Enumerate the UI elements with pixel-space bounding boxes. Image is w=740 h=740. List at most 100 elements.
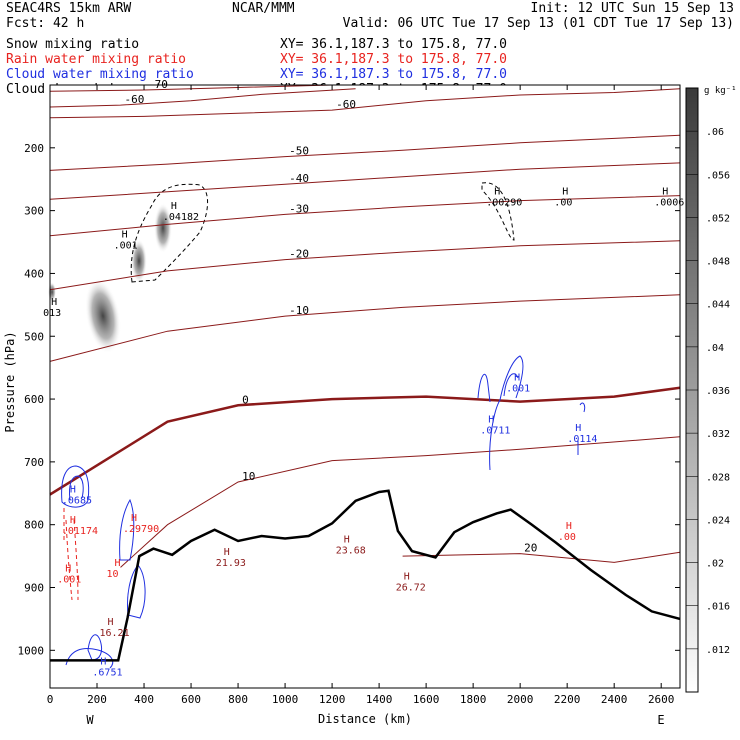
y-tick-label: 600 bbox=[24, 393, 44, 406]
max-value-label: .0114 bbox=[567, 434, 597, 445]
x-tick-label: 1200 bbox=[319, 693, 346, 706]
colorbar-tick-label: .016 bbox=[706, 602, 730, 613]
max-value-label: .001 bbox=[506, 384, 530, 395]
west-label: W bbox=[86, 713, 94, 727]
max-marker-h: H bbox=[562, 187, 568, 198]
y-axis-label: Pressure (hPa) bbox=[3, 331, 17, 432]
cloud-ice-contours bbox=[130, 182, 515, 283]
x-tick-label: 400 bbox=[134, 693, 154, 706]
x-tick-label: 1800 bbox=[460, 693, 487, 706]
x-axis: 0 200 400 600 800 1000 1200 1400 1600 1800 2000 220… bbox=[47, 85, 674, 706]
max-value-label: .00 bbox=[558, 532, 576, 543]
isotherm-line bbox=[49, 134, 681, 171]
max-marker-h: H bbox=[108, 617, 114, 628]
colorbar-tick-label: .052 bbox=[706, 213, 730, 224]
x-tick-label: 1400 bbox=[366, 693, 393, 706]
colorbar-tick-label: .04 bbox=[706, 343, 724, 354]
max-marker-h: H bbox=[494, 187, 500, 198]
isotherm-label: 10 bbox=[242, 470, 255, 483]
max-value-label: .6751 bbox=[92, 667, 122, 678]
isotherm-line bbox=[49, 294, 681, 362]
isotherm-label: 0 bbox=[242, 393, 249, 406]
max-marker-h: H bbox=[514, 373, 520, 384]
max-value-label: 21.93 bbox=[216, 558, 246, 569]
max-marker-h: H bbox=[404, 572, 410, 583]
colorbar-tick-label: .044 bbox=[706, 300, 730, 311]
colorbar-unit: g kg⁻¹ bbox=[704, 86, 737, 96]
isotherm-label: -40 bbox=[289, 172, 309, 185]
snow-max-lower bbox=[85, 278, 121, 354]
x-tick-label: 1000 bbox=[272, 693, 299, 706]
x-tick-label: 2000 bbox=[507, 693, 534, 706]
x-tick-label: 0 bbox=[47, 693, 54, 706]
init-time: Init: 12 UTC Sun 15 Sep 13 bbox=[531, 1, 735, 16]
isotherm-label: -50 bbox=[289, 145, 309, 158]
max-value-label: .0685 bbox=[62, 495, 92, 506]
snow-max-mid bbox=[131, 239, 147, 283]
max-marker-h: H bbox=[566, 521, 572, 532]
isotherm-label: -60 bbox=[336, 98, 356, 111]
y-tick-label: 500 bbox=[24, 330, 44, 343]
colorbar-tick-label: .024 bbox=[706, 515, 730, 526]
y-tick-label: 1000 bbox=[18, 644, 45, 657]
max-value-label: .001 bbox=[114, 240, 138, 251]
max-value-label: 013 bbox=[43, 308, 61, 319]
isotherm-label: 20 bbox=[524, 542, 537, 555]
center-title: NCAR/MMM bbox=[232, 1, 295, 16]
isotherm-label: -60 bbox=[125, 93, 145, 106]
x-axis-label: Distance (km) bbox=[318, 712, 412, 726]
field-name: Cloud water mixing ratio bbox=[6, 67, 194, 82]
isotherm-line bbox=[49, 88, 356, 108]
isotherm-line bbox=[120, 436, 681, 568]
isotherm-line bbox=[402, 551, 681, 563]
model-title: SEAC4RS 15km ARW bbox=[6, 1, 131, 16]
field-xy: XY= 36.1,187.3 to 175.8, 77.0 bbox=[280, 52, 507, 67]
max-value-label: 23.68 bbox=[336, 546, 366, 557]
max-marker-h: H bbox=[100, 656, 106, 667]
x-tick-label: 600 bbox=[181, 693, 201, 706]
y-tick-label: 300 bbox=[24, 205, 44, 218]
max-marker-h: H bbox=[51, 297, 57, 308]
y-tick-label: 200 bbox=[24, 142, 44, 155]
max-marker-h: H bbox=[662, 187, 668, 198]
max-value-label: 10 bbox=[107, 569, 119, 580]
forecast-hour: Fcst: 42 h bbox=[6, 16, 84, 31]
colorbar-tick-label: .032 bbox=[706, 429, 730, 440]
x-tick-label: 2400 bbox=[601, 693, 628, 706]
terrain-line bbox=[50, 489, 681, 662]
max-marker-h: H bbox=[488, 415, 494, 426]
isotherm-line bbox=[49, 240, 681, 291]
max-value-label: .29790 bbox=[123, 524, 159, 535]
maxima-labels: H.04182H.001H.00290H.00H.0006H013H.001H.… bbox=[43, 187, 684, 679]
plot-frame bbox=[49, 84, 681, 689]
max-value-label: .04182 bbox=[163, 212, 199, 223]
field-name: Rain water mixing ratio bbox=[6, 52, 186, 67]
max-marker-h: H bbox=[575, 423, 581, 434]
max-value-label: .0006 bbox=[654, 198, 684, 209]
rain-water-contours bbox=[63, 508, 79, 601]
colorbar-tick-label: .036 bbox=[706, 386, 730, 397]
y-tick-label: 700 bbox=[24, 456, 44, 469]
colorbar: g kg⁻¹ .012 .016 .02 .024 .028 .032 .036 .04 .04… bbox=[685, 86, 737, 693]
isotherm-label: -30 bbox=[289, 202, 309, 215]
colorbar-tick-label: .06 bbox=[706, 127, 724, 138]
max-marker-h: H bbox=[224, 547, 230, 558]
max-marker-h: H bbox=[171, 201, 177, 212]
isotherm-line bbox=[49, 162, 681, 200]
x-tick-label: 2200 bbox=[554, 693, 581, 706]
valid-time: Valid: 06 UTC Tue 17 Sep 13 (01 CDT Tue … bbox=[343, 16, 734, 31]
colorbar-tick-label: .012 bbox=[706, 645, 730, 656]
max-value-label: .0711 bbox=[480, 426, 510, 437]
max-marker-h: H bbox=[70, 484, 76, 495]
snow-max-upper bbox=[154, 203, 172, 253]
colorbar-tick-label: .02 bbox=[706, 559, 724, 570]
max-value-label: .01174 bbox=[62, 526, 98, 537]
y-tick-label: 400 bbox=[24, 267, 44, 280]
isotherm-line bbox=[49, 386, 681, 496]
y-tick-label: 800 bbox=[24, 519, 44, 532]
isotherm-label: -20 bbox=[289, 248, 309, 261]
colorbar-tick-label: .056 bbox=[706, 170, 730, 181]
